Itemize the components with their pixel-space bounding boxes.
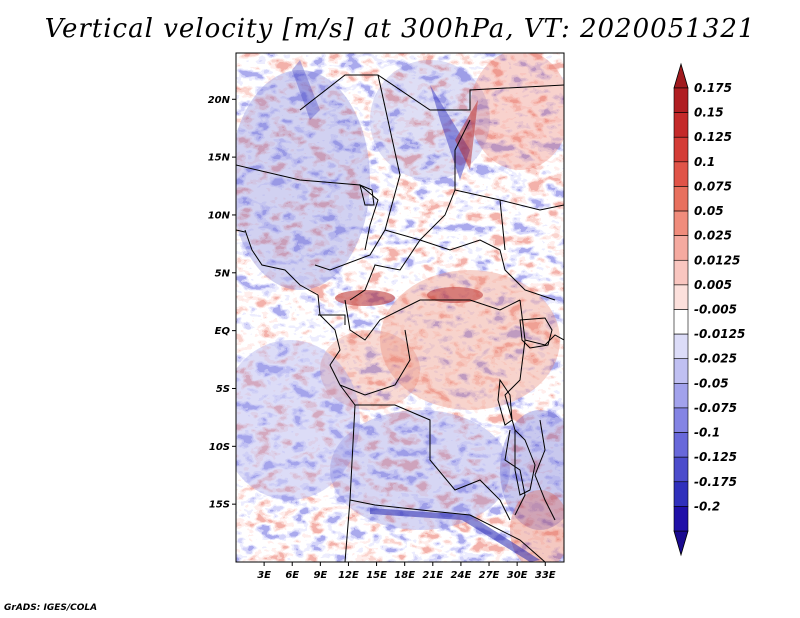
lon-tick-label: 9E <box>313 570 327 581</box>
lat-tick-label: 20N <box>208 95 231 106</box>
lon-tick-label: 24E <box>451 570 472 581</box>
colorbar-swatch <box>673 87 689 113</box>
lon-tick-label: 18E <box>394 570 415 581</box>
latitude-axis: 20N 15N 10N 5N EQ 5S 10S 15S <box>208 95 236 511</box>
colorbar-label: 0.025 <box>694 229 732 243</box>
colorbar-label: 0.05 <box>694 204 724 218</box>
colorbar-label: -0.125 <box>694 450 737 464</box>
lon-tick-label: 30E <box>507 570 528 581</box>
lon-tick-label: 33E <box>535 570 556 581</box>
longitude-axis: 3E 6E 9E 12E 15E 18E 21E 24E 27E 30E 33E <box>257 562 556 581</box>
colorbar-label: 0.175 <box>694 81 732 95</box>
lat-tick-label: EQ <box>215 326 231 337</box>
colorbar-label: -0.075 <box>694 401 737 415</box>
lat-tick-label: 5S <box>216 384 230 395</box>
plot-title: Vertical velocity [m/s] at 300hPa, VT: 2… <box>44 14 756 44</box>
colorbar-label: 0.075 <box>694 179 732 193</box>
colorbar: 0.175 0.15 0.125 0.1 0.075 0.05 0.025 0.0125 0.0… <box>673 62 745 557</box>
colorbar-swatch <box>673 161 689 187</box>
lon-tick-label: 15E <box>366 570 387 581</box>
map-frame <box>235 52 565 563</box>
colorbar-swatch <box>673 309 689 335</box>
lon-tick-label: 3E <box>257 570 271 581</box>
colorbar-swatch <box>673 358 689 384</box>
colorbar-label: -0.2 <box>694 499 720 513</box>
lon-tick-label: 12E <box>338 570 359 581</box>
colorbar-swatch <box>673 383 689 409</box>
vertical-velocity-field <box>236 53 564 562</box>
colorbar-swatch <box>673 235 689 261</box>
lat-tick-label: 5N <box>215 268 231 279</box>
colorbar-label: -0.025 <box>694 352 737 366</box>
colorbar-swatch <box>673 136 689 163</box>
colorbar-swatch <box>673 456 689 483</box>
colorbar-label: -0.05 <box>694 376 729 390</box>
colorbar-label: -0.0125 <box>694 327 745 341</box>
colorbar-label: 0.0125 <box>694 253 740 267</box>
lon-tick-label: 21E <box>422 570 443 581</box>
colorbar-label: -0.1 <box>694 426 720 440</box>
map-panel: 20N 15N 10N 5N EQ 5S 10S 15S 3E 6E 9E 12E 15E 18E 21E… <box>208 52 565 581</box>
colorbar-swatch <box>673 112 689 138</box>
colorbar-top-arrow <box>673 62 689 89</box>
colorbar-label: 0.125 <box>694 130 732 144</box>
colorbar-swatch <box>673 259 689 286</box>
lat-tick-label: 15S <box>209 500 230 511</box>
field-regional-shading <box>236 53 564 562</box>
colorbar-swatch <box>673 333 689 360</box>
lat-tick-label: 15N <box>208 153 231 164</box>
colorbar-swatch <box>673 432 689 458</box>
colorbar-label: 0.1 <box>694 155 715 169</box>
colorbar-swatch <box>673 210 689 236</box>
colorbar-swatch <box>673 506 689 532</box>
colorbar-label: 0.005 <box>694 278 732 292</box>
lon-tick-label: 6E <box>285 570 299 581</box>
country-borders <box>236 74 564 562</box>
lon-tick-label: 27E <box>479 570 500 581</box>
colorbar-swatch <box>673 481 689 507</box>
colorbar-swatch <box>673 407 689 433</box>
colorbar-swatch <box>673 284 689 310</box>
colorbar-bottom-arrow <box>673 530 689 557</box>
colorbar-label: -0.005 <box>694 303 737 317</box>
colorbar-swatch <box>673 186 689 212</box>
colorbar-label: -0.175 <box>694 475 737 489</box>
lat-tick-label: 10N <box>208 210 231 221</box>
lat-tick-label: 10S <box>209 442 230 453</box>
grads-credit: GrADS: IGES/COLA <box>4 603 98 613</box>
colorbar-label: 0.15 <box>694 106 724 120</box>
